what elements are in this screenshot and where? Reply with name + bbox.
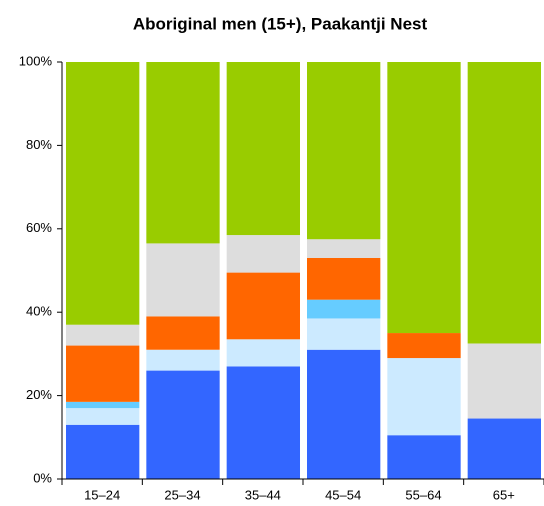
x-tick-label: 55–64: [405, 487, 441, 502]
y-tick-label: 60%: [26, 220, 52, 235]
bar-segment: [226, 366, 300, 479]
bar-segment: [66, 345, 140, 402]
bar-segment: [467, 418, 541, 479]
y-tick-label: 100%: [19, 53, 53, 68]
bar-segment: [66, 62, 140, 325]
bar-segment: [387, 62, 461, 334]
bar-segment: [467, 62, 541, 344]
bar-segment: [146, 316, 220, 350]
bar-segment: [66, 424, 140, 479]
bar-segment: [146, 370, 220, 479]
bar-segment: [226, 62, 300, 236]
bar-segment: [146, 62, 220, 244]
bar-segment: [146, 349, 220, 371]
chart-title: Aboriginal men (15+), Paakantji Nest: [133, 14, 428, 33]
bar-segment: [387, 435, 461, 479]
bar-segment: [307, 62, 381, 240]
y-tick-label: 40%: [26, 304, 52, 319]
bar-segment: [226, 272, 300, 340]
x-tick-label: 45–54: [325, 487, 361, 502]
bar-segment: [307, 239, 381, 258]
bar-segment: [66, 401, 140, 409]
bar-segment: [226, 235, 300, 273]
bar-segment: [146, 243, 220, 317]
bar-segment: [387, 358, 461, 436]
x-tick-label: 65+: [493, 487, 515, 502]
bar-segment: [66, 408, 140, 425]
x-tick-label: 25–34: [164, 487, 200, 502]
bar-segment: [307, 257, 381, 300]
bar-segment: [66, 324, 140, 346]
y-tick-label: 20%: [26, 387, 52, 402]
x-tick-label: 15–24: [84, 487, 120, 502]
bar-segment: [387, 333, 461, 359]
bar-segment: [307, 318, 381, 350]
bar-segment: [226, 339, 300, 367]
y-tick-label: 0%: [33, 470, 52, 485]
x-tick-label: 35–44: [245, 487, 281, 502]
bar-segment: [307, 349, 381, 479]
bar-segment: [307, 299, 381, 319]
bar-segment: [467, 343, 541, 419]
y-tick-label: 80%: [26, 137, 52, 152]
